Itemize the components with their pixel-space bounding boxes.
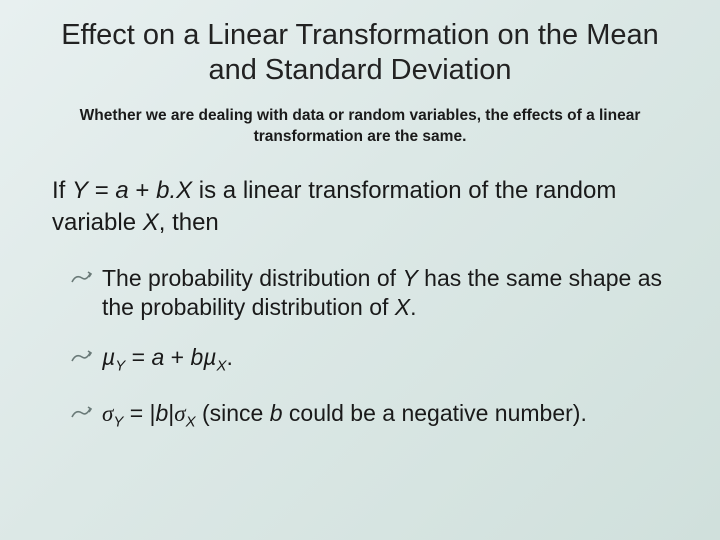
b2-sub1: Y: [115, 358, 125, 375]
b2-plus: +: [164, 344, 190, 370]
bullet-1: The probability distribution of Y has th…: [76, 264, 672, 322]
b3-sig2: σ: [174, 401, 185, 426]
b2-eq: =: [125, 344, 151, 370]
b2-mu2: µ: [203, 344, 216, 370]
bullet-list: The probability distribution of Y has th…: [48, 264, 672, 432]
var-x: X: [143, 209, 159, 236]
b2-b: b: [190, 344, 203, 370]
b1-p3: .: [410, 294, 416, 320]
eq: =: [88, 177, 115, 204]
b3-sig: σ: [102, 401, 113, 426]
flourish-icon: [70, 268, 94, 286]
b3-sub1: Y: [113, 413, 123, 430]
b1-v2: X: [395, 294, 410, 320]
intro-text: If Y = a + b.X is a linear transformatio…: [48, 175, 672, 237]
slide-subtitle: Whether we are dealing with data or rand…: [48, 106, 672, 148]
bullet-3: σY = |b|σX (since b could be a negative …: [76, 399, 672, 432]
b1-v1: Y: [402, 265, 417, 291]
b2-sub2: X: [217, 358, 227, 375]
b2-end: .: [227, 344, 233, 370]
bullet-2: µY = a + bµX.: [76, 343, 672, 376]
slide-title: Effect on a Linear Transformation on the…: [48, 18, 672, 88]
intro-suffix: , then: [159, 209, 219, 236]
flourish-icon: [70, 347, 94, 365]
var-y: Y: [72, 177, 88, 204]
b2-mu: µ: [102, 344, 115, 370]
b3-b2: b: [270, 400, 283, 426]
var-bx: b.X: [156, 177, 192, 204]
intro-prefix: If: [52, 177, 72, 204]
b3-paren2: could be a negative number).: [283, 400, 587, 426]
b3-b: b: [156, 400, 169, 426]
b3-eq: = |: [123, 400, 155, 426]
b3-sub2: X: [186, 413, 196, 430]
b2-a: a: [151, 344, 164, 370]
plus: +: [129, 177, 156, 204]
b1-p1: The probability distribution of: [102, 265, 402, 291]
flourish-icon: [70, 403, 94, 421]
var-a: a: [115, 177, 128, 204]
b3-paren1: (since: [196, 400, 270, 426]
slide-content: Effect on a Linear Transformation on the…: [0, 0, 720, 474]
